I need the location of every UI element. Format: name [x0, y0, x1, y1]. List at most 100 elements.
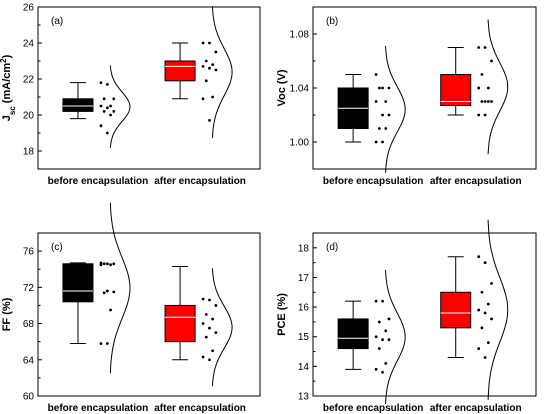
- data-point: [477, 46, 481, 49]
- data-point: [480, 73, 484, 76]
- y-tick-label: 76: [23, 247, 35, 258]
- data-point: [374, 100, 378, 103]
- panel-label: (c): [51, 242, 63, 253]
- data-point: [374, 335, 378, 339]
- data-point: [384, 329, 388, 333]
- data-point: [483, 46, 487, 49]
- plot-frame: [37, 6, 261, 170]
- data-point: [387, 86, 391, 90]
- plot-frame: [312, 232, 537, 397]
- data-point: [486, 302, 490, 306]
- data-point: [483, 100, 487, 103]
- data-point: [105, 342, 109, 345]
- data-point: [483, 113, 487, 117]
- data-point: [112, 262, 116, 266]
- chart-panel-c: 60 64 68 72 76 (c) FF (%) before encapsulation a…: [1, 202, 261, 414]
- distribution-curve: [212, 268, 233, 387]
- data-point: [208, 66, 211, 70]
- box-iqr: [164, 304, 196, 343]
- data-point: [102, 262, 106, 266]
- x-category-label: before encapsulation: [323, 176, 424, 187]
- data-point: [208, 326, 211, 330]
- y-tick-label: 1.04: [290, 84, 310, 95]
- y-axis-label: PCE (%): [276, 293, 288, 336]
- data-point: [214, 50, 218, 54]
- data-point: [477, 113, 481, 117]
- box-iqr: [440, 74, 472, 107]
- data-point: [99, 342, 103, 345]
- data-point: [211, 95, 215, 99]
- data-point: [99, 263, 103, 267]
- data-point: [490, 59, 493, 63]
- data-point: [480, 100, 484, 103]
- data-point: [374, 73, 378, 76]
- data-point: [102, 291, 106, 295]
- y-tick-label: 13: [298, 392, 310, 403]
- data-point: [490, 317, 493, 321]
- data-point: [112, 290, 116, 294]
- data-point: [480, 290, 484, 294]
- y-tick-label: 1.00: [290, 138, 310, 149]
- y-tick-label: 22: [23, 75, 35, 86]
- data-point: [490, 281, 493, 285]
- box-iqr: [337, 318, 369, 350]
- box-series-before: [62, 65, 131, 148]
- data-point: [490, 100, 493, 103]
- chart-panel-d: 13 14 15 16 17 18 (d) PCE (%) before encapsulati…: [276, 219, 537, 414]
- data-point: [381, 140, 384, 144]
- panel-label: (d): [326, 242, 338, 253]
- y-tick-label: 72: [23, 283, 35, 294]
- box-iqr: [440, 291, 472, 329]
- data-point: [381, 86, 384, 90]
- box-series-before: [62, 202, 131, 374]
- data-point: [486, 86, 490, 90]
- data-point: [99, 124, 103, 128]
- data-point: [377, 320, 381, 324]
- y-tick-label: 14: [298, 362, 310, 373]
- y-tick-label: 1.08: [290, 30, 310, 41]
- data-point: [201, 97, 205, 101]
- data-point: [387, 317, 391, 321]
- data-point: [105, 83, 109, 86]
- data-point: [204, 79, 208, 83]
- data-point: [204, 335, 208, 339]
- box-series-before: [337, 45, 406, 173]
- box-series-after: [440, 19, 509, 155]
- data-point: [377, 86, 381, 90]
- y-tick-label: 18: [23, 147, 35, 158]
- data-point: [480, 326, 484, 330]
- box-series-after: [440, 219, 509, 400]
- plot-frame: [37, 232, 261, 397]
- x-category-label: before encapsulation: [48, 403, 149, 414]
- data-point: [204, 59, 208, 63]
- data-point: [477, 308, 481, 312]
- data-point: [105, 106, 109, 110]
- data-point: [374, 367, 378, 371]
- x-category-label: before encapsulation: [48, 176, 149, 187]
- data-point: [384, 127, 388, 130]
- data-point: [384, 100, 388, 103]
- x-category-label: before encapsulation: [323, 403, 424, 414]
- panel-label: (a): [51, 16, 63, 27]
- data-point: [99, 81, 103, 84]
- data-point: [214, 331, 218, 335]
- x-category-label: after encapsulation: [430, 403, 522, 414]
- data-point: [112, 97, 116, 101]
- data-point: [211, 63, 215, 66]
- y-tick-label: 68: [23, 319, 35, 330]
- box-series-after: [164, 266, 233, 387]
- data-point: [109, 263, 112, 267]
- data-point: [387, 113, 391, 117]
- data-point: [477, 347, 481, 350]
- y-tick-label: 20: [23, 111, 35, 122]
- distribution-curve: [487, 19, 509, 155]
- data-point: [381, 338, 384, 342]
- distribution-curve: [385, 45, 406, 173]
- data-point: [208, 358, 211, 362]
- box-series-after: [164, 6, 233, 138]
- x-category-label: after encapsulation: [430, 176, 522, 187]
- data-point: [102, 97, 106, 101]
- y-tick-label: 64: [23, 355, 35, 366]
- distribution-curve: [109, 65, 131, 148]
